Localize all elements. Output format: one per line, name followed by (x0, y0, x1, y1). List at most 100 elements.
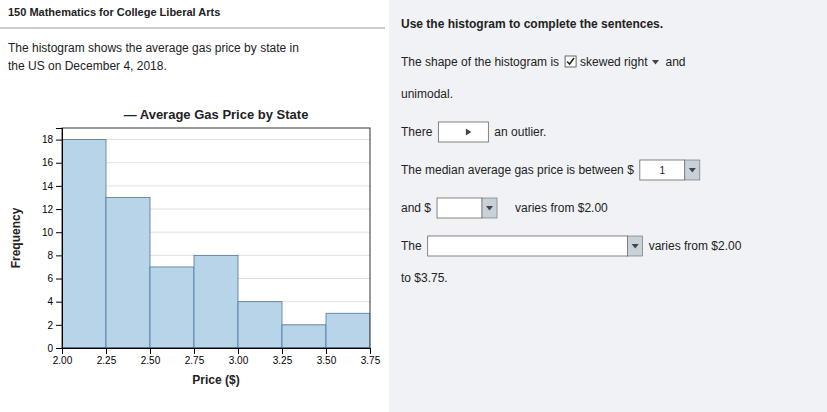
y-tick-label: 2 (47, 320, 53, 331)
annotation: The median average gas price is between … (401, 163, 634, 177)
checkbox (565, 56, 576, 67)
annotation: and (665, 55, 685, 69)
grid (62, 140, 370, 348)
x-axis: 2.00 2.25 2.50 2.75 3.00 3.25 3.50 3.75 (53, 348, 381, 366)
y-tick-label: 10 (42, 227, 54, 238)
y-tick: 4 (47, 296, 62, 307)
bar (282, 325, 326, 348)
grid-line (62, 185, 370, 186)
x-tick: 2.50 (141, 348, 161, 366)
divider (0, 28, 385, 29)
x-tick-label: 3.50 (317, 355, 337, 366)
bar (326, 313, 370, 348)
arrow-icon (466, 129, 472, 136)
x-tick-label: 3.75 (361, 355, 381, 366)
y-tick: 12 (42, 204, 62, 215)
dropdown-button (482, 198, 497, 218)
y-tick-mark (56, 232, 62, 233)
y-tick-mark (56, 163, 62, 164)
x-tick: 2.25 (97, 348, 117, 366)
annotation: unimodal. (401, 87, 453, 101)
header: 150 Mathematics for College Liberal Arts (8, 6, 220, 18)
y-tick: 0 (47, 343, 62, 354)
x-tick: 3.00 (229, 348, 249, 366)
description: The histogram shows the average gas pric… (8, 41, 299, 55)
x-tick-mark (194, 348, 195, 354)
annotation: varies from $2.00 (649, 239, 742, 253)
x-axis-title: Price ($) (192, 373, 239, 387)
x-tick-mark (370, 348, 371, 354)
x-tick-label: 3.00 (229, 355, 249, 366)
x-tick: 3.25 (273, 348, 293, 366)
x-tick-label: 2.00 (53, 355, 73, 366)
x-tick-label: 2.75 (185, 355, 205, 366)
selected-answer: 1 (660, 165, 666, 176)
arrow-icon (689, 168, 696, 173)
y-tick: 8 (47, 250, 62, 261)
y-tick-label: 4 (47, 296, 53, 307)
y-tick-mark (56, 140, 62, 141)
y-tick: 10 (42, 227, 62, 238)
y-tick-label: 18 (42, 134, 54, 145)
y-tick-label: 6 (47, 273, 53, 284)
y-tick: 6 (47, 273, 62, 284)
bar (150, 267, 194, 348)
answer-box (437, 198, 482, 218)
dropdown-button (628, 236, 643, 256)
selected-answer: skewed right (580, 55, 648, 69)
y-tick-mark (56, 209, 62, 210)
instruction: Use the histogram to complete the senten… (401, 17, 663, 31)
y-tick-label: 14 (42, 181, 54, 192)
answer-box (428, 236, 628, 256)
left-text: 150 Mathematics for College Liberal Arts… (0, 6, 385, 73)
y-tick: 2 (47, 320, 62, 331)
bar (194, 255, 238, 348)
x-tick: 2.75 (185, 348, 205, 366)
y-tick-label: 16 (42, 157, 54, 168)
y-tick-mark (56, 255, 62, 256)
x-tick-mark (282, 348, 283, 354)
bar (62, 140, 106, 348)
y-tick: 16 (42, 157, 62, 168)
y-tick: 18 (42, 134, 62, 145)
arrow-icon (652, 60, 659, 65)
plot-frame (62, 128, 370, 348)
annotation: There (401, 125, 433, 139)
chart: 150 Mathematics for College Liberal Arts… (0, 0, 827, 412)
x-tick-mark (150, 348, 151, 354)
y-tick: 14 (42, 181, 62, 192)
x-axis-line (63, 349, 371, 355)
answer-box (438, 122, 488, 142)
y-tick-mark (56, 279, 62, 280)
x-tick-label: 2.25 (97, 355, 117, 366)
checkmark (567, 58, 574, 64)
annotation: to $3.75. (401, 271, 448, 285)
y-tick-label: 0 (47, 343, 53, 354)
y-tick-label: 12 (42, 204, 54, 215)
annotation: an outlier. (494, 125, 546, 139)
question-panel: Use the histogram to complete the senten… (389, 0, 827, 412)
y-tick-label: 8 (47, 250, 53, 261)
x-tick-mark (326, 348, 327, 354)
x-tick-mark (238, 348, 239, 354)
y-tick-mark (56, 186, 62, 187)
arrow-icon (486, 206, 493, 211)
x-tick-label: 3.25 (273, 355, 293, 366)
panel-background (389, 0, 827, 412)
y-tick-mark (56, 325, 62, 326)
description: the US on December 4, 2018. (8, 59, 167, 73)
y-tick-mark (56, 348, 62, 349)
grid-line (62, 162, 370, 163)
annotation: and $ (401, 201, 431, 215)
x-tick-mark (106, 348, 107, 354)
y-axis-line (56, 129, 63, 349)
dropdown-button (685, 160, 700, 180)
y-axis-title: Frequency (9, 207, 23, 268)
answer-box (640, 160, 685, 180)
x-tick: 3.75 (361, 348, 381, 366)
chart-title: — Average Gas Price by State (124, 107, 309, 122)
annotation: varies from $2.00 (515, 201, 608, 215)
arrow-icon (632, 244, 639, 249)
x-tick: 2.00 (53, 348, 73, 366)
y-axis: 0 2 4 6 8 10 12 14 16 18 (42, 129, 63, 354)
